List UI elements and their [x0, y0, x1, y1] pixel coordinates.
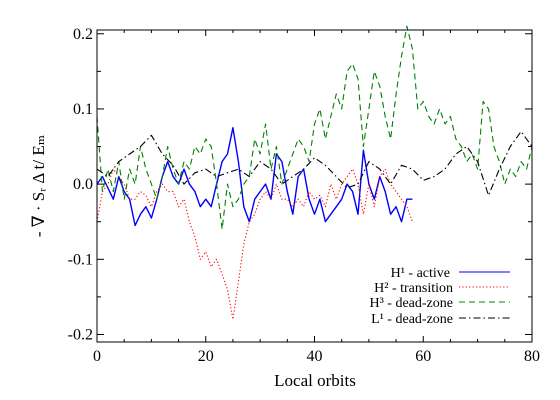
x-tick-label: 0: [93, 348, 101, 365]
y-tick-label: 0.0: [73, 176, 93, 193]
y-tick-label: 0.1: [73, 101, 93, 118]
legend-label: H³ - dead-zone: [370, 296, 454, 311]
legend-label: H² - transition: [374, 281, 453, 296]
x-tick-label: 80: [524, 348, 540, 365]
plot-lines: [96, 25, 533, 320]
axis-ticks: 0 20 40 60 80 -0.2 -0.1 0.0 0.1 0.2: [68, 26, 540, 365]
series-line-3: [96, 25, 533, 230]
y-tick-label: 0.2: [73, 26, 93, 43]
x-tick-label: 60: [415, 348, 431, 365]
y-tick-label: -0.2: [68, 326, 93, 343]
x-tick-label: 40: [307, 348, 323, 365]
y-tick-label: -0.1: [68, 251, 93, 268]
y-axis-title: - ∇ · Sᵣ Δ t/ Eₘ: [29, 135, 48, 237]
legend-label: L¹ - dead-zone: [371, 312, 453, 327]
series-line-4: [96, 130, 533, 196]
x-tick-label: 20: [198, 348, 214, 365]
x-axis-title: Local orbits: [274, 371, 356, 390]
legend-label: H¹ - active: [391, 266, 450, 281]
